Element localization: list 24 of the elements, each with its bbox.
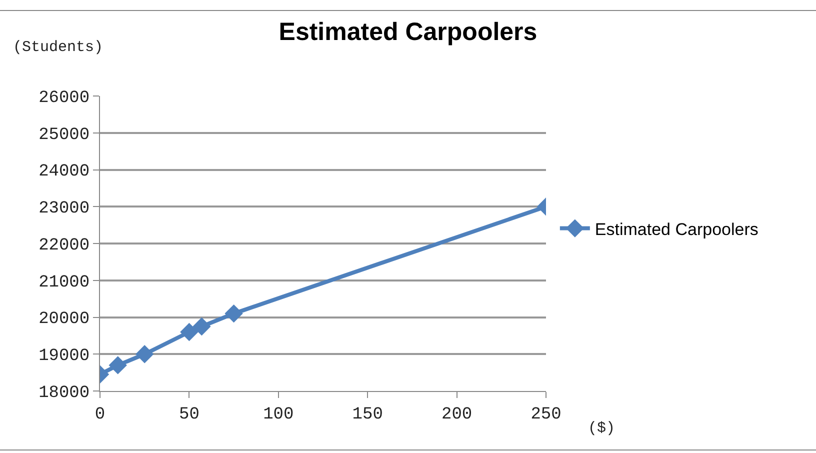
x-tick-label: 100 <box>263 405 294 424</box>
y-tick-label: 25000 <box>38 126 90 145</box>
point <box>136 345 154 364</box>
point <box>108 356 127 374</box>
y-tick-label: 23000 <box>38 200 90 219</box>
y-tick-label: 19000 <box>38 347 90 366</box>
x-tick-label: 250 <box>530 405 562 424</box>
x-tick-label: 200 <box>441 405 472 424</box>
legend-label: Estimated Carpoolers <box>594 220 758 239</box>
point <box>180 322 198 342</box>
point <box>192 317 211 336</box>
x-tick-label: 50 <box>178 405 200 424</box>
y-tick-label: 20000 <box>38 310 90 330</box>
x-tick-label: 150 <box>352 405 383 424</box>
chart-title: Estimated Carpoolers <box>278 18 538 46</box>
x-tick-label: 0 <box>94 405 106 424</box>
x-axis-title: ($) <box>588 420 616 437</box>
y-tick-label: 18000 <box>38 384 90 403</box>
y-tick-label: 26000 <box>38 88 90 108</box>
y-tick-label: 21000 <box>38 273 90 292</box>
y-axis-title: (Students) <box>13 39 104 56</box>
y-tick-label: 22000 <box>38 236 90 256</box>
y-tick-label: 24000 <box>38 162 90 182</box>
point <box>224 304 243 323</box>
